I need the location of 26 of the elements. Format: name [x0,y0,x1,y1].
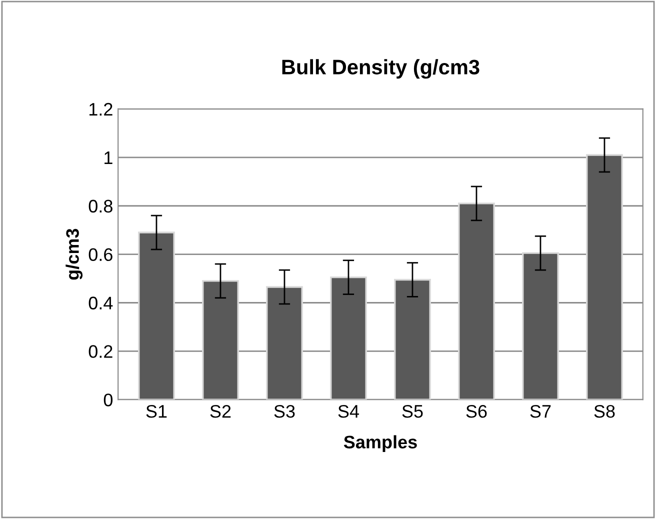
bar [394,278,431,400]
x-tick-label: S3 [274,404,295,418]
bar [458,202,495,400]
y-tick-label: 0.4 [88,296,113,310]
bar [522,252,559,400]
bar [202,280,239,400]
bar [586,154,623,400]
x-axis-title: Samples [344,435,417,452]
y-tick-label: 1.2 [90,102,112,116]
x-tick-label: S2 [210,404,231,418]
x-tick-label: S5 [402,404,423,418]
bar [266,286,303,400]
chart-title: Bulk Density (g/cm3 [282,59,480,79]
y-tick-label: 1 [104,152,112,164]
y-tick-label: 0.6 [88,248,112,262]
y-tick-label: 0.8 [88,200,112,213]
y-tick-label: 0 [104,394,113,406]
x-tick-label: S6 [466,404,487,418]
bar [330,276,367,400]
x-tick-label: S7 [530,404,551,418]
bar [138,232,175,400]
x-tick-label: S4 [338,404,359,418]
x-tick-label: S1 [146,404,167,418]
y-tick-label: 0.2 [88,345,112,358]
x-tick-label: S8 [594,404,615,418]
y-axis-title: g/cm3 [66,228,83,280]
